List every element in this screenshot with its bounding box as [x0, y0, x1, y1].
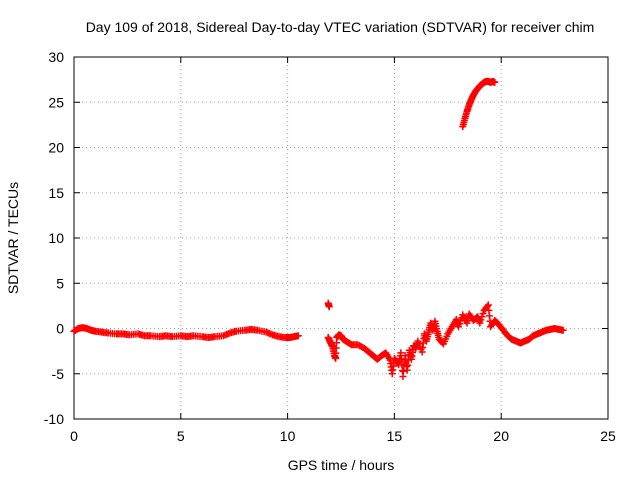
grid [74, 57, 608, 419]
y-axis-label: SDTVAR / TECUs [5, 182, 21, 294]
data-point [478, 313, 486, 321]
x-tick-label: 15 [387, 428, 403, 444]
y-tick-label: 30 [48, 49, 64, 65]
x-tick-label: 0 [70, 428, 78, 444]
data-point [325, 303, 333, 311]
y-tick-labels: -10 -5 0 5 10 15 20 25 30 [44, 49, 64, 427]
x-tick-label: 5 [177, 428, 185, 444]
data-point [477, 316, 485, 324]
data-point [491, 78, 499, 86]
y-tick-label: 25 [48, 94, 64, 110]
x-tick-label: 10 [280, 428, 296, 444]
data-point [294, 332, 302, 340]
x-tick-labels: 0 5 10 15 20 25 [70, 428, 616, 444]
x-tick-label: 25 [600, 428, 616, 444]
y-tick-label: 5 [56, 275, 64, 291]
y-tick-label: 0 [56, 321, 64, 337]
data-point [483, 302, 491, 310]
y-tick-label: -10 [44, 411, 64, 427]
data-points [70, 77, 567, 380]
axis-ticks [73, 56, 609, 420]
data-point [559, 326, 567, 334]
y-tick-label: 15 [48, 185, 64, 201]
chart-title: Day 109 of 2018, Sidereal Day-to-day VTE… [86, 19, 595, 35]
y-tick-label: -5 [52, 366, 65, 382]
data-point [397, 349, 405, 357]
x-tick-label: 20 [493, 428, 509, 444]
y-tick-label: 10 [48, 230, 64, 246]
data-point [479, 310, 487, 318]
x-axis-label: GPS time / hours [288, 457, 395, 473]
y-tick-label: 20 [48, 140, 64, 156]
data-point [476, 319, 484, 327]
